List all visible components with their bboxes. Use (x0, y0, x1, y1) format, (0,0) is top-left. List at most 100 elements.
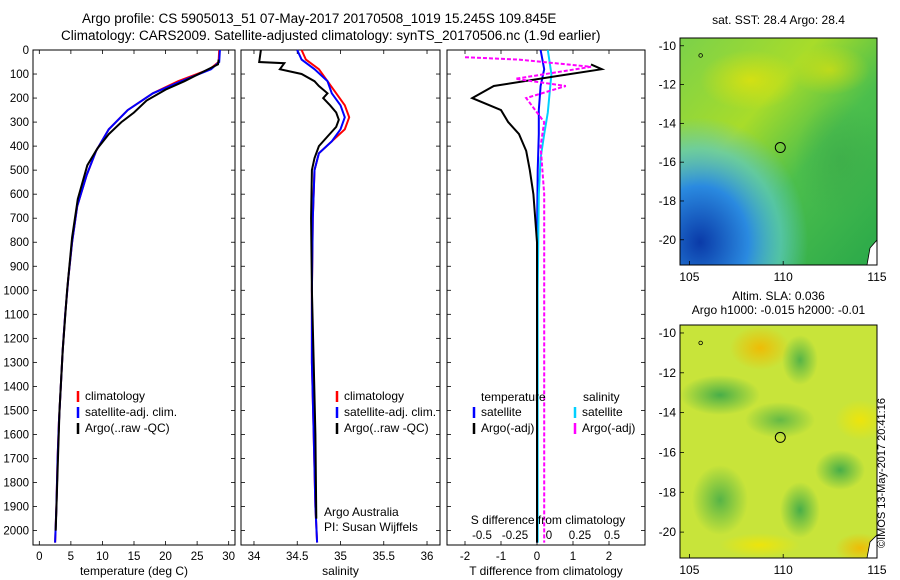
y-tick-label: 1100 (4, 309, 29, 321)
sst-map-island-marker (698, 53, 703, 58)
y-tick-label: 100 (10, 69, 29, 81)
salinity-frame (240, 49, 441, 546)
salinity-legend-label: climatology (344, 389, 404, 403)
diff-legend-salinity-title: salinity (583, 390, 620, 404)
temperature-x-tick-label: 15 (128, 551, 141, 563)
sst-map-field (680, 38, 877, 265)
difference-x-tick-label: 2 (606, 551, 612, 563)
sla-map-y-tick-label: -14 (659, 406, 677, 420)
sst-map-y-tick-label: -18 (659, 194, 677, 208)
temperature-x-tick-label: 0 (36, 551, 42, 563)
y-tick-label: 900 (10, 261, 29, 273)
sst-map-title: sat. SST: 28.4 Argo: 28.4 (712, 13, 845, 27)
salinity-x-tick-label: 35.5 (373, 551, 395, 563)
salinity-legend-label: satellite-adj. clim. (344, 405, 436, 419)
y-tick-label: 700 (10, 213, 29, 225)
sla-map-x-tick-label: 115 (867, 563, 886, 577)
y-tick-label: 1400 (3, 381, 29, 393)
sla-map-frame (679, 324, 878, 559)
sst-map-float-marker (774, 142, 786, 154)
temperature-x-tick-label: 10 (96, 551, 109, 563)
difference-frame (446, 49, 646, 546)
temperature-legend-label: Argo(..raw -QC) (85, 421, 170, 435)
sst-map-y-tick-label: -12 (659, 78, 677, 92)
sla-map-title: Altim. SLA: 0.036 (732, 289, 825, 303)
y-tick-label: 1900 (3, 502, 29, 514)
timestamp-stamp: ©IMOS 13-May-2017 20:41:16 (876, 398, 888, 548)
sst-map-x-tick-label: 115 (867, 270, 886, 284)
difference-x-tick-label: 1 (570, 551, 576, 563)
y-tick-label: 1200 (3, 333, 29, 345)
y-tick-label: 300 (10, 117, 29, 129)
temperature-frame (32, 49, 236, 546)
difference-x-tick-label: -1 (496, 551, 506, 563)
sst-map-y-tick-label: -20 (659, 233, 677, 247)
y-tick-label: 1800 (3, 478, 29, 490)
diff-top-tick-label: 0 (546, 530, 552, 542)
sst-map-y-tick-label: -10 (659, 39, 677, 53)
salinity-annotation: PI: Susan Wijffels (324, 520, 418, 534)
y-tick-label: 1000 (3, 285, 29, 297)
diff-top-tick-label: 0.5 (604, 530, 620, 542)
temperature-series-line (54, 59, 220, 531)
y-tick-label: 2000 (3, 526, 29, 538)
temperature-x-tick-label: 30 (222, 551, 235, 563)
y-tick-label: 600 (10, 189, 29, 201)
y-tick-label: 800 (10, 237, 29, 249)
salinity-annotation: Argo Australia (324, 505, 399, 519)
diff-legend-temperature-label: satellite (481, 405, 522, 419)
diff-legend-temperature-label: Argo(-adj) (481, 421, 534, 435)
sla-map-title: Argo h1000: -0.015 h2000: -0.01 (692, 303, 866, 317)
salinity-legend-label: Argo(..raw -QC) (344, 421, 429, 435)
y-tick-label: 200 (10, 93, 29, 105)
salinity-series-line (258, 49, 340, 519)
temperature-x-tick-label: 20 (159, 551, 172, 563)
sla-map-x-tick-label: 110 (774, 563, 793, 577)
sla-map-y-tick-label: -18 (659, 485, 677, 499)
difference-series-line (469, 63, 606, 543)
header-line-1: Argo profile: CS 5905013_51 07-May-2017 … (82, 11, 557, 26)
difference-x-tick-label: -2 (460, 551, 470, 563)
salinity-series-line (296, 49, 346, 543)
sla-map-y-tick-label: -10 (659, 326, 677, 340)
y-tick-label: 400 (10, 141, 29, 153)
sla-map-field (680, 325, 877, 558)
sst-map-frame (679, 37, 878, 266)
header-line-2: Climatology: CARS2009. Satellite-adjuste… (61, 28, 601, 43)
temperature-x-tick-label: 25 (191, 551, 204, 563)
temperature-x-tick-label: 5 (68, 551, 74, 563)
y-tick-label: 1300 (3, 357, 29, 369)
sst-map-x-tick-label: 105 (679, 270, 699, 284)
sla-map-y-tick-label: -20 (659, 525, 677, 539)
difference-x-axis-label: T difference from climatology (469, 564, 623, 578)
y-tick-label: 0 (23, 45, 29, 57)
y-tick-label: 1600 (3, 429, 29, 441)
salinity-x-axis-label: salinity (322, 564, 359, 578)
sla-map-float-marker (774, 431, 786, 443)
diff-legend-salinity-label: Argo(-adj) (582, 421, 635, 435)
sst-map-y-tick-label: -14 (659, 116, 677, 130)
difference-x-tick-label: 0 (534, 551, 540, 563)
temperature-series-line (54, 49, 221, 543)
salinity-x-tick-label: 34 (248, 551, 261, 563)
sla-map-island-marker (698, 340, 703, 346)
salinity-x-tick-label: 35 (334, 551, 347, 563)
y-tick-label: 1500 (3, 405, 29, 417)
sst-map-y-tick-label: -16 (659, 155, 677, 169)
diff-top-tick-label: -0.25 (502, 530, 528, 542)
salinity-x-tick-label: 34.5 (286, 551, 308, 563)
diff-legend-temperature-title: temperature (481, 390, 546, 404)
difference-series-line (464, 56, 592, 543)
temperature-series-line (54, 49, 221, 543)
salinity-x-tick-label: 36 (421, 551, 434, 563)
sla-map-y-tick-label: -12 (659, 366, 677, 380)
diff-legend-salinity-label: satellite (582, 405, 623, 419)
sla-map-y-tick-label: -16 (659, 445, 677, 459)
y-tick-label: 500 (10, 165, 29, 177)
y-tick-label: 1700 (3, 453, 29, 465)
temperature-x-axis-label: temperature (deg C) (80, 564, 188, 578)
temperature-legend-label: climatology (85, 389, 145, 403)
temperature-legend-label: satellite-adj. clim. (85, 405, 177, 419)
